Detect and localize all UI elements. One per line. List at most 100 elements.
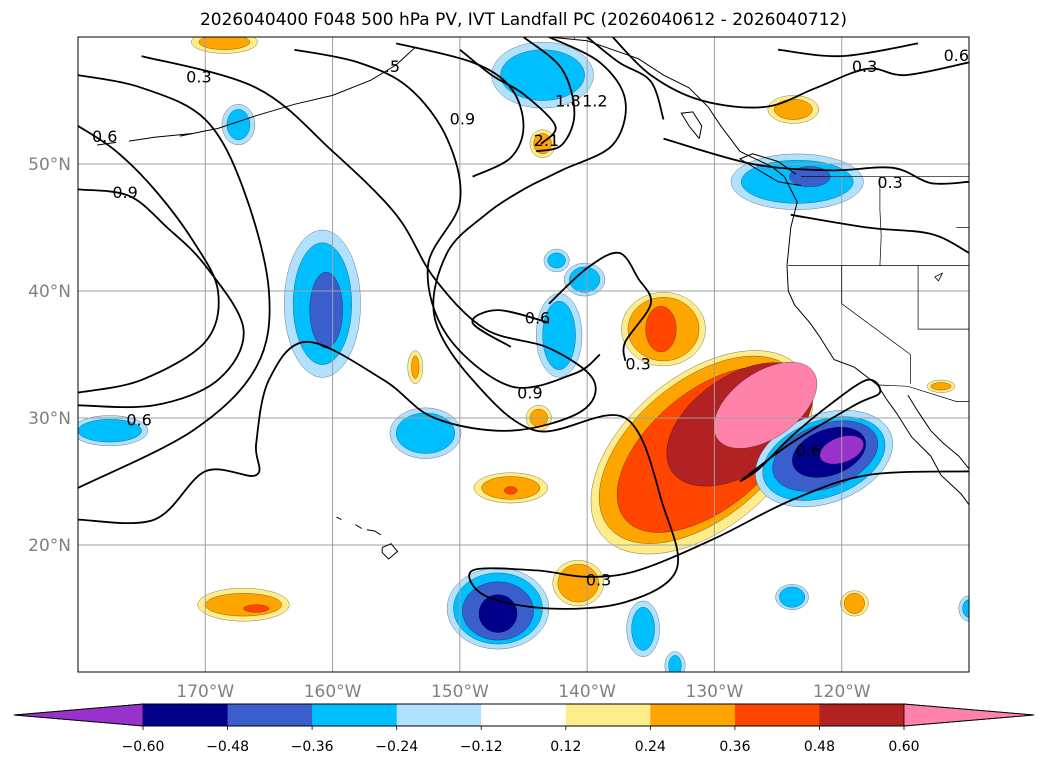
pv-anomaly-region <box>243 604 270 613</box>
colorbar-segment <box>819 704 905 726</box>
coastline <box>366 529 382 536</box>
colorbar-segment <box>650 704 736 726</box>
contour-label: 0.9 <box>112 183 137 202</box>
ivt-contour-line <box>78 74 271 489</box>
colorbar-extend-high <box>903 703 1035 727</box>
ivt-contour-line <box>395 42 525 178</box>
colorbar-segment <box>734 704 820 726</box>
ivt-contour-line <box>294 48 601 389</box>
map-background <box>78 37 969 672</box>
ivt-contour-line <box>663 137 969 185</box>
coastline <box>128 133 193 142</box>
contour-label: 0.6 <box>525 309 550 328</box>
ivt-contour-line <box>739 378 882 483</box>
colorbar-segment <box>143 704 228 726</box>
contour-labels: 0.3 0.6 0.9 0.6 0.9 2.1 1.8 1.2 .5 0.6 0.9 0.3 0.3 0.… <box>92 46 969 589</box>
contour-label: 0.6 <box>126 410 151 429</box>
contour-label: 0.3 <box>586 570 611 589</box>
colorbar-segment <box>396 704 482 726</box>
longitude-tick-label: 170°W <box>176 682 234 702</box>
latitude-tick-label: 40°N <box>28 282 71 302</box>
colorbar-segment <box>481 704 567 726</box>
pv-anomaly-region <box>930 382 952 391</box>
pv-anomaly-region <box>569 266 601 293</box>
coastline <box>680 111 703 139</box>
pv-anomaly-region <box>542 300 576 370</box>
pv-anomaly-region <box>547 252 566 269</box>
contour-label: 0.3 <box>625 354 650 373</box>
ivt-contour-line <box>78 188 245 409</box>
axis-tick-labels: 170°W 160°W 150°W 140°W 130°W 120°W 20°N 30°N 40… <box>28 155 871 702</box>
ivt-contour-line <box>611 37 969 109</box>
colorbar-tick-label: −0.48 <box>206 739 249 755</box>
contour-label: 1.2 <box>582 92 607 111</box>
longitude-tick-label: 150°W <box>431 682 489 702</box>
coastline <box>336 516 342 521</box>
colorbar-tick-label: 0.60 <box>888 739 919 755</box>
longitude-tick-label: 160°W <box>304 682 362 702</box>
political-border <box>879 176 882 266</box>
pv-anomaly-region <box>205 593 282 617</box>
latitude-tick-label: 50°N <box>28 155 71 175</box>
coastline <box>179 46 416 137</box>
ivt-contour-line <box>548 251 652 362</box>
pv-anomaly-region <box>774 99 813 120</box>
political-border <box>878 384 969 402</box>
colorbar-tick-label: −0.24 <box>375 739 418 755</box>
colorbar-tick-label: 0.24 <box>635 739 666 755</box>
coastline <box>738 153 802 187</box>
pv-anomaly-region <box>713 361 818 449</box>
coastlines-and-borders <box>97 37 969 560</box>
contour-label: 0.9 <box>517 384 542 403</box>
coastline <box>381 543 399 560</box>
ivt-contour-line <box>471 309 550 348</box>
contour-label: 0.6 <box>796 441 821 460</box>
colorbar-tick-label: 0.12 <box>550 739 581 755</box>
coastline <box>907 394 969 471</box>
pv-anomaly-region <box>478 594 518 633</box>
ivt-contour-line <box>432 37 969 610</box>
latitude-tick-label: 20°N <box>28 536 71 556</box>
pv-anomaly-region <box>631 607 655 651</box>
lake-outline <box>934 272 944 282</box>
longitude-tick-label: 120°W <box>813 682 871 702</box>
ivt-contour-line <box>790 213 969 254</box>
colorbar: −0.60 −0.48 −0.36 −0.24 −0.12 0.12 0.24 0.36 0.4… <box>13 703 1035 755</box>
longitude-tick-label: 140°W <box>558 682 616 702</box>
coastline <box>783 176 969 506</box>
contour-label: 0.3 <box>877 173 902 192</box>
ivt-contour-line <box>459 48 557 145</box>
colorbar-tick-label: −0.36 <box>291 739 334 755</box>
pv-anomaly-region <box>844 593 865 614</box>
pv-anomaly-region <box>309 271 343 349</box>
coastline <box>355 524 363 529</box>
contour-label: 0.6 <box>92 127 117 146</box>
colorbar-segment <box>312 704 397 726</box>
pv-anomaly-region <box>198 37 251 50</box>
map-frame <box>77 36 970 673</box>
contour-label: .5 <box>385 57 400 76</box>
pv-anomaly-region <box>504 486 518 495</box>
political-border <box>841 265 911 355</box>
ivt-contour-line <box>78 125 220 394</box>
colorbar-segment <box>565 704 651 726</box>
map-title: 2026040400 F048 500 hPa PV, IVT Landfall… <box>199 10 847 30</box>
pv-anomaly-region <box>779 586 805 608</box>
colorbar-tick-label: −0.12 <box>460 739 503 755</box>
longitude-tick-label: 130°W <box>686 682 744 702</box>
contour-label: 0.3 <box>186 67 211 86</box>
coastline <box>548 37 785 178</box>
colorbar-tick-label: 0.36 <box>719 739 750 755</box>
pv-anomaly-region <box>645 306 677 353</box>
contour-label: 2.1 <box>534 131 559 150</box>
graticule <box>78 37 969 672</box>
colorbar-tick-label: −0.60 <box>122 739 165 755</box>
pv-anomaly-fills <box>78 37 969 672</box>
contour-label: 1.8 <box>555 92 580 111</box>
pv-anomaly-region <box>396 412 456 454</box>
ivt-contour-line <box>78 55 597 525</box>
ivt-contour-line <box>778 42 919 58</box>
pv-anomaly-region <box>668 655 682 672</box>
ivt-contour-line <box>586 37 665 120</box>
colorbar-segment <box>227 704 313 726</box>
